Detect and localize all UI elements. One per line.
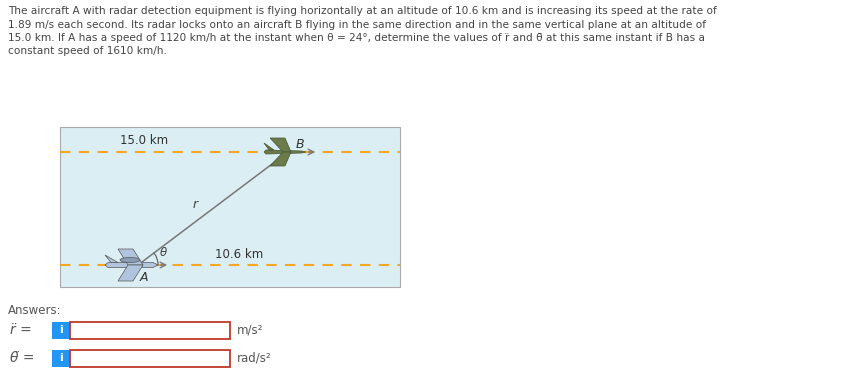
Polygon shape — [118, 265, 143, 281]
Text: r: r — [192, 198, 197, 211]
Text: i: i — [59, 325, 63, 335]
Polygon shape — [270, 138, 291, 152]
Text: θ̈ =: θ̈ = — [10, 351, 35, 365]
Text: r̈ =: r̈ = — [10, 323, 32, 337]
Text: The aircraft A with radar detection equipment is flying horizontally at an altit: The aircraft A with radar detection equi… — [8, 6, 717, 16]
Text: A: A — [140, 271, 148, 284]
FancyBboxPatch shape — [52, 350, 70, 366]
Text: rad/s²: rad/s² — [237, 351, 271, 364]
Text: m/s²: m/s² — [237, 324, 263, 337]
Text: i: i — [59, 353, 63, 363]
Text: Answers:: Answers: — [8, 304, 62, 317]
Text: 1.89 m/s each second. Its radar locks onto an aircraft B flying in the same dire: 1.89 m/s each second. Its radar locks on… — [8, 19, 706, 29]
FancyBboxPatch shape — [70, 350, 230, 366]
Polygon shape — [105, 262, 158, 267]
Text: 15.0 km. If A has a speed of 1120 km/h at the instant when θ = 24°, determine th: 15.0 km. If A has a speed of 1120 km/h a… — [8, 33, 705, 43]
FancyBboxPatch shape — [52, 322, 70, 338]
Text: 10.6 km: 10.6 km — [215, 248, 263, 261]
Ellipse shape — [120, 257, 140, 262]
Text: 15.0 km: 15.0 km — [120, 134, 168, 147]
Polygon shape — [264, 150, 306, 154]
Polygon shape — [118, 249, 143, 265]
FancyBboxPatch shape — [60, 127, 400, 287]
Text: B: B — [296, 138, 304, 151]
Text: constant speed of 1610 km/h.: constant speed of 1610 km/h. — [8, 47, 167, 57]
Polygon shape — [105, 255, 118, 262]
Polygon shape — [270, 152, 291, 166]
Text: θ: θ — [160, 246, 167, 259]
FancyBboxPatch shape — [70, 322, 230, 338]
Polygon shape — [264, 143, 274, 150]
